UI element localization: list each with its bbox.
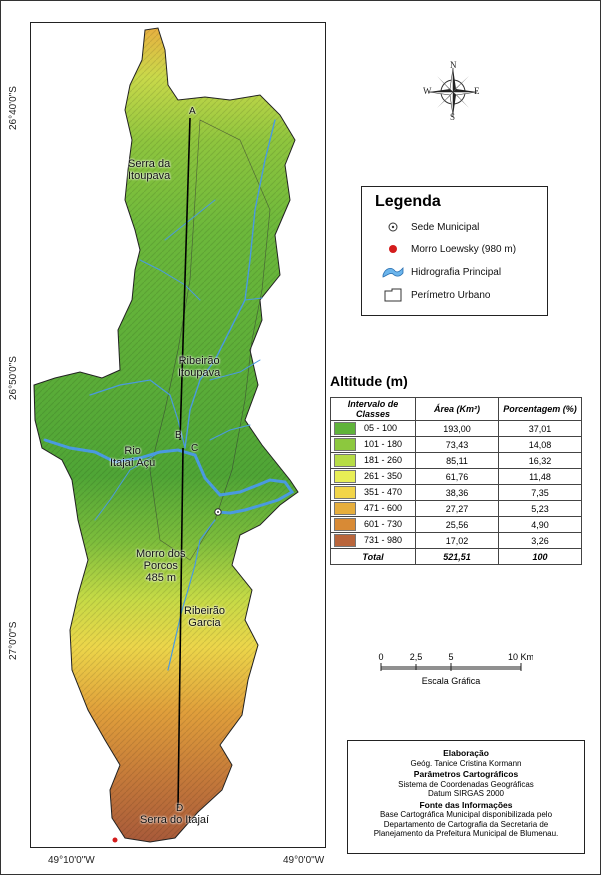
- urban-perimeter-icon: [384, 288, 402, 302]
- altitude-class: 731 - 980: [330, 532, 416, 549]
- rio-itajai-acu: [43, 438, 295, 515]
- latitude-label: 27°0'0"S: [8, 621, 19, 660]
- altitude-swatch: [334, 422, 356, 435]
- altitude-area: 85,11: [415, 452, 499, 469]
- profile-line-cd: [177, 447, 184, 809]
- altitude-swatch: [334, 486, 356, 499]
- label-rio-itajai: Rio Itajaí Açu: [110, 445, 156, 469]
- scale-tick-label: 0: [378, 652, 383, 662]
- legend-title: Legenda: [375, 193, 441, 210]
- altitude-area: 27,27: [415, 500, 499, 517]
- relief-shading: [34, 28, 298, 842]
- altitude-area: 73,43: [415, 436, 499, 453]
- profile-point-c: C: [191, 443, 199, 454]
- profile-point-d: D: [176, 803, 184, 814]
- credits-text: Sistema de Coordenadas Geográficas: [398, 779, 534, 789]
- ribeirao-garcia: [167, 519, 216, 671]
- scale-tick-label: 5: [448, 652, 453, 662]
- altitude-row: 471 - 600 27,27 5,23: [330, 500, 582, 517]
- altitude-total-pct: 100: [498, 548, 582, 565]
- credits-text: Datum SIRGAS 2000: [427, 789, 505, 798]
- altitude-swatch: [334, 518, 356, 531]
- altitude-title: Altitude (m): [330, 373, 408, 389]
- profile-line-ab: [179, 117, 191, 441]
- altitude-row: 261 - 350 61,76 11,48: [330, 468, 582, 485]
- profile-point-a: A: [189, 106, 196, 117]
- altitude-area: 17,02: [415, 532, 499, 549]
- altitude-class: 351 - 470: [330, 484, 416, 501]
- peak-marker: [112, 837, 118, 843]
- credits-heading: Elaboração: [443, 748, 489, 758]
- credits-text: Planejamento da Prefeitura Municipal de …: [373, 829, 559, 838]
- altitude-row: 05 - 100 193,00 37,01: [330, 420, 582, 437]
- altitude-class: 601 - 730: [330, 516, 416, 533]
- altitude-area: 25,56: [415, 516, 499, 533]
- altitude-percent: 5,23: [498, 500, 582, 517]
- altitude-percent: 37,01: [498, 420, 582, 437]
- altitude-swatch: [334, 454, 356, 467]
- altitude-swatch: [334, 438, 356, 451]
- altitude-class: 05 - 100: [330, 420, 416, 437]
- credits-heading: Parâmetros Cartográficos: [413, 769, 519, 779]
- altitude-class: 101 - 180: [330, 436, 416, 453]
- altitude-total-row: Total 521,51 100: [330, 548, 582, 565]
- longitude-label: 49°0'0"W: [283, 855, 325, 866]
- altitude-area: 61,76: [415, 468, 499, 485]
- altitude-total-area: 521,51: [415, 548, 499, 565]
- label-serra-itoupava: Serra da Itoupava: [128, 158, 171, 182]
- scale-caption: Escala Gráfica: [422, 676, 481, 686]
- header-interval: Intervalo de Classes: [330, 397, 416, 421]
- altitude-percent: 7,35: [498, 484, 582, 501]
- scale-tick-label: 2,5: [410, 652, 423, 662]
- altitude-table: Intervalo de Classes Área (Km²) Porcenta…: [330, 397, 582, 565]
- altitude-row: 181 - 260 85,11 16,32: [330, 452, 582, 469]
- credits-author: Geóg. Tanice Cristina Kormann: [410, 758, 522, 768]
- label-morro-porcos: Morro dos Porcos 485 m: [136, 548, 186, 584]
- label-ribeirao-garcia: Ribeirão Garcia: [184, 605, 225, 629]
- legend-box: Legenda Sede Municipal Morro Loewsky (98…: [361, 186, 548, 316]
- altitude-class: 261 - 350: [330, 468, 416, 485]
- header-area: Área (Km²): [415, 397, 499, 421]
- ribeirao-itoupava: [184, 119, 276, 449]
- peak-dot-icon: [389, 245, 397, 253]
- altitude-percent: 3,26: [498, 532, 582, 549]
- label-serra-itajai: Serra do Itajaí: [140, 814, 210, 826]
- compass-rose-icon: N S E W: [423, 60, 480, 122]
- altitude-total-label: Total: [330, 548, 416, 565]
- altitude-row: 601 - 730 25,56 4,90: [330, 516, 582, 533]
- scale-bar: 0 2,5 5 10 Km Escala Gráfica: [373, 650, 534, 690]
- credits-text: Base Cartográfica Municipal disponibiliz…: [379, 810, 553, 819]
- city-seat-icon: [388, 222, 398, 232]
- altitude-row: 731 - 980 17,02 3,26: [330, 532, 582, 549]
- altitude-class: 181 - 260: [330, 452, 416, 469]
- altitude-swatch: [334, 470, 356, 483]
- altitude-percent: 14,08: [498, 436, 582, 453]
- altitude-swatch: [334, 534, 356, 547]
- credits-heading: Fonte das Informações: [419, 799, 513, 810]
- altitude-area: 38,36: [415, 484, 499, 501]
- profile-point-b: B: [175, 430, 182, 441]
- hydrography-icon: [382, 267, 404, 278]
- altitude-percent: 16,32: [498, 452, 582, 469]
- credits-text: Departamento de Cartografia da Secretari…: [383, 819, 549, 829]
- latitude-label: 26°40'0"S: [8, 86, 19, 130]
- scale-tick-label: 10 Km: [508, 652, 533, 662]
- altitude-row: 351 - 470 38,36 7,35: [330, 484, 582, 501]
- altitude-percent: 4,90: [498, 516, 582, 533]
- label-ribeirao-itoupava: Ribeirão Itoupava: [178, 355, 221, 379]
- longitude-label: 49°10'0"W: [48, 855, 95, 866]
- altitude-area: 193,00: [415, 420, 499, 437]
- hydrography: [43, 119, 295, 671]
- altitude-swatch: [334, 502, 356, 515]
- latitude-label: 26°50'0"S: [8, 356, 19, 400]
- altitude-class: 471 - 600: [330, 500, 416, 517]
- altitude-row: 101 - 180 73,43 14,08: [330, 436, 582, 453]
- header-percent: Porcentagem (%): [498, 397, 582, 421]
- credits-box: Elaboração Geóg. Tanice Cristina Kormann…: [347, 740, 585, 854]
- altitude-percent: 11,48: [498, 468, 582, 485]
